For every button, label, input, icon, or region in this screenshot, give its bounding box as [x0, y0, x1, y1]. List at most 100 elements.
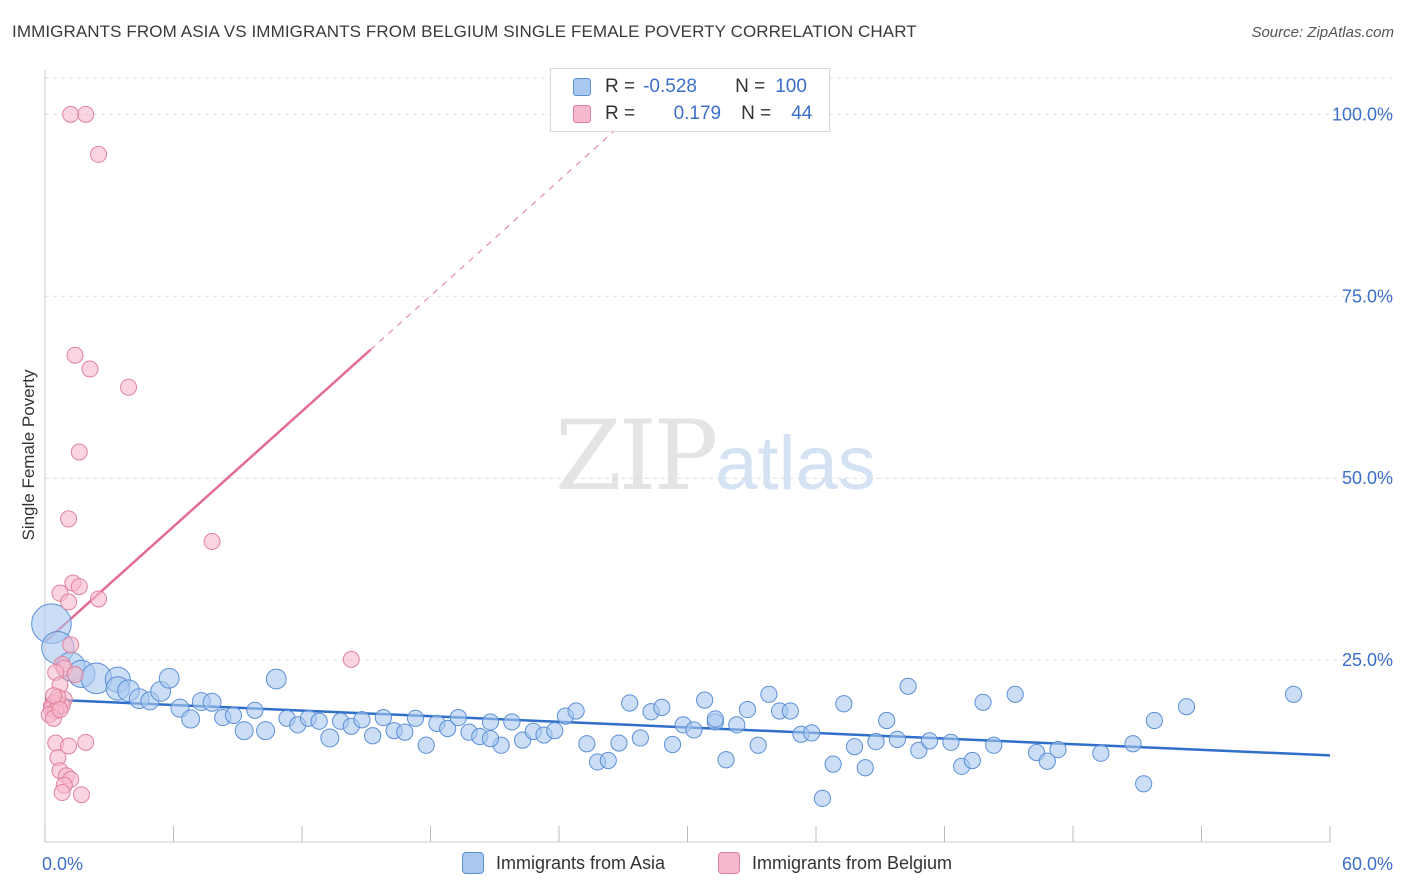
- asia-point: [985, 736, 1003, 754]
- belgium-point: [81, 360, 99, 378]
- belgium-point: [90, 145, 108, 163]
- y-tick-label: 75.0%: [1342, 286, 1393, 306]
- asia-point: [920, 732, 939, 750]
- asia-point: [749, 736, 767, 754]
- asia-r-value: -0.528: [643, 76, 697, 97]
- asia-point: [234, 721, 254, 741]
- asia-point: [717, 751, 735, 769]
- asia-r-label: R =: [605, 76, 636, 97]
- asia-point: [320, 728, 340, 748]
- belgium-point: [342, 650, 360, 668]
- asia-point: [374, 708, 392, 727]
- asia-point: [202, 692, 222, 712]
- asia-n-label: N =: [735, 76, 766, 97]
- asia-point: [256, 721, 276, 741]
- watermark: ZIPatlas: [555, 400, 876, 512]
- asia-swatch: [573, 78, 591, 96]
- correlation-legend: R = -0.528 N = 100 R = 0.179 N = 44: [550, 68, 830, 132]
- asia-point: [974, 693, 992, 711]
- asia-point: [310, 712, 328, 730]
- x-tick-label-max: 60.0%: [1342, 854, 1393, 874]
- asia-point: [1006, 685, 1024, 703]
- asia-point: [481, 730, 500, 748]
- asia-point: [353, 711, 371, 729]
- asia-point: [1049, 740, 1067, 759]
- asia-point: [631, 729, 649, 747]
- asia-point: [578, 735, 596, 753]
- asia-point: [265, 668, 287, 690]
- asia-point: [1135, 775, 1153, 793]
- belgium-point: [120, 378, 138, 396]
- asia-point: [963, 751, 981, 770]
- y-tick-label: 25.0%: [1342, 650, 1393, 670]
- belgium-point: [90, 590, 108, 608]
- belgium-point: [70, 443, 88, 461]
- belgium-point: [203, 532, 221, 550]
- asia-point: [878, 711, 896, 730]
- legend-item-asia[interactable]: Immigrants from Asia: [462, 852, 665, 874]
- watermark-atlas: atlas: [715, 421, 876, 506]
- belgium-point: [60, 593, 78, 611]
- asia-point: [899, 677, 917, 695]
- trend-lines: [44, 77, 1331, 757]
- asia-point: [706, 710, 724, 728]
- asia-point: [653, 698, 671, 716]
- asia-point: [803, 724, 821, 742]
- belgium-point: [77, 733, 95, 751]
- x-tick-label-min: 0.0%: [42, 854, 83, 874]
- asia-point: [888, 730, 906, 749]
- asia-point: [760, 685, 778, 703]
- belgium-point: [62, 105, 80, 123]
- asia-point: [1145, 711, 1163, 730]
- asia-point: [824, 755, 842, 773]
- legend-item-belgium[interactable]: Immigrants from Belgium: [718, 852, 952, 874]
- belgium-r-value: 0.179: [673, 103, 722, 124]
- data-points: [31, 105, 1303, 807]
- belgium-n-value: 44: [791, 103, 813, 124]
- asia-point: [396, 723, 414, 741]
- series-legend: Immigrants from Asia Immigrants from Bel…: [0, 852, 1406, 878]
- asia-point: [696, 691, 714, 709]
- legend-row-belgium: R = 0.179 N = 44: [573, 102, 812, 126]
- asia-point: [856, 759, 874, 777]
- asia-point: [546, 722, 564, 740]
- legend-row-asia: R = -0.528 N = 100: [573, 75, 807, 99]
- axis-labels: 25.0% 50.0% 75.0% 100.0% 0.0% 60.0% Single Fem…: [19, 104, 1393, 874]
- asia-point: [181, 709, 201, 729]
- asia-point: [224, 706, 243, 724]
- belgium-point: [72, 786, 90, 804]
- asia-point: [158, 667, 180, 689]
- asia-point: [685, 721, 703, 739]
- y-tick-label: 50.0%: [1342, 468, 1393, 488]
- asia-point: [781, 702, 799, 720]
- asia-point: [439, 719, 457, 738]
- asia-point: [835, 695, 853, 713]
- asia-point: [406, 709, 425, 727]
- asia-point: [364, 727, 382, 745]
- asia-point: [1124, 735, 1142, 753]
- asia-point: [1092, 744, 1110, 762]
- asia-point: [610, 734, 628, 752]
- asia-point: [246, 701, 264, 719]
- asia-legend-label: Immigrants from Asia: [496, 852, 666, 873]
- asia-point: [813, 789, 832, 807]
- asia-point: [1177, 698, 1196, 716]
- asia-point: [845, 738, 864, 756]
- belgium-point: [45, 687, 63, 705]
- belgium-swatch: [573, 105, 591, 123]
- y-tick-label: 100.0%: [1332, 104, 1393, 124]
- belgium-legend-label: Immigrants from Belgium: [752, 852, 953, 873]
- belgium-point: [77, 105, 95, 123]
- belgium-point: [66, 666, 84, 684]
- asia-point: [738, 700, 757, 719]
- asia-point: [503, 713, 521, 731]
- belgium-point: [51, 701, 69, 719]
- belgium-point: [60, 737, 78, 755]
- chart-title: IMMIGRANTS FROM ASIA VS IMMIGRANTS FROM …: [12, 22, 917, 41]
- belgium-point: [66, 346, 84, 364]
- watermark-zip: ZIP: [555, 400, 718, 512]
- asia-point: [1038, 752, 1056, 770]
- asia-point: [567, 702, 585, 720]
- belgium-point: [62, 636, 80, 654]
